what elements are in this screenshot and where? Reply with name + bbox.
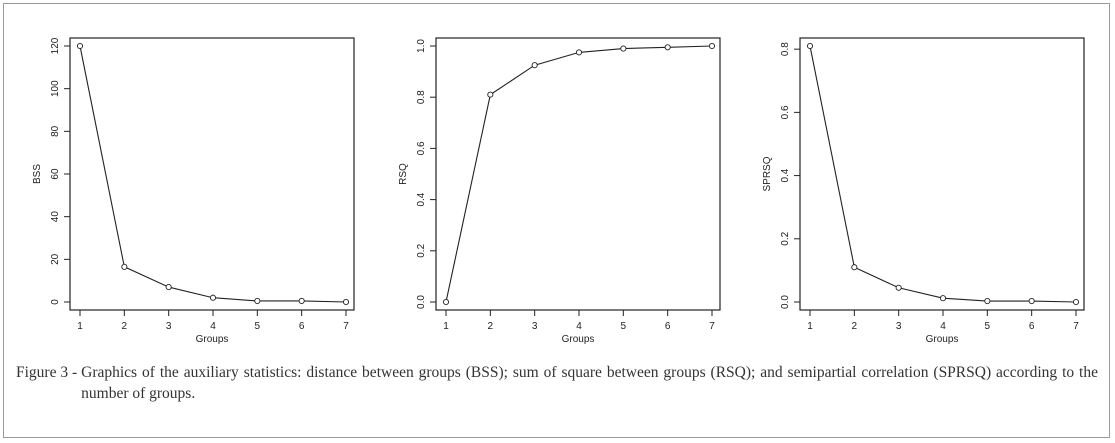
x-tick-label: 1 xyxy=(807,321,813,332)
data-point xyxy=(806,42,814,50)
plot-box xyxy=(69,37,355,311)
data-point xyxy=(1028,298,1035,305)
chart-svg: 1 2 3 4 5 6 7 0.0 0.2 0.4 0.6 0.8 1.0 Groups RSQ xyxy=(398,37,721,345)
caption-label: Figure 3 - xyxy=(16,364,78,381)
data-point xyxy=(620,45,627,52)
data-point xyxy=(664,44,671,51)
x-tick-label: 7 xyxy=(709,321,715,332)
x-tick-label: 2 xyxy=(852,321,858,332)
x-tick-label: 1 xyxy=(77,321,83,332)
data-point xyxy=(121,263,128,270)
data-point xyxy=(487,91,494,98)
x-axis-label: Groups xyxy=(926,334,959,345)
data-point xyxy=(165,284,172,291)
data-point xyxy=(209,294,217,301)
x-tick-label: 2 xyxy=(122,321,128,332)
y-tick-label: 0 xyxy=(50,299,61,305)
chart-svg: 1 2 3 4 5 6 7 0.0 0.2 0.4 0.6 0.8 Groups SPRSQ xyxy=(762,37,1085,345)
x-tick-label: 3 xyxy=(166,321,172,332)
x-tick-label: 5 xyxy=(621,321,627,332)
x-tick-label: 7 xyxy=(343,321,349,332)
y-tick-label: 0.6 xyxy=(780,105,791,119)
x-tick-label: 6 xyxy=(665,321,671,332)
y-tick-label: 0.8 xyxy=(780,42,791,56)
data-point xyxy=(1072,298,1080,306)
figure-frame xyxy=(3,3,1110,438)
x-tick-label: 4 xyxy=(210,321,216,332)
y-tick-label: 0.0 xyxy=(416,295,427,309)
x-tick-label: 1 xyxy=(443,321,449,332)
data-point xyxy=(575,49,583,56)
series-line xyxy=(809,45,1077,303)
y-axis-label: SPRSQ xyxy=(762,156,773,191)
series-line xyxy=(79,45,347,303)
x-tick-label: 3 xyxy=(532,321,538,332)
y-tick-label: 40 xyxy=(50,211,61,223)
x-axis-label: Groups xyxy=(562,334,595,345)
series-line xyxy=(445,45,713,303)
chart-svg: 1 2 3 4 5 6 7 0 20 40 60 80 100 120 Groups BSS xyxy=(32,37,355,345)
x-tick-label: 4 xyxy=(940,321,946,332)
y-tick-label: 0.2 xyxy=(416,243,427,257)
y-tick-label: 120 xyxy=(50,37,61,54)
x-tick-label: 6 xyxy=(299,321,305,332)
y-tick-label: 1.0 xyxy=(416,39,427,53)
figure-caption: Figure 3 - Graphics of the auxiliary sta… xyxy=(16,362,1098,404)
data-point xyxy=(984,298,991,305)
x-tick-label: 7 xyxy=(1073,321,1079,332)
x-tick-label: 2 xyxy=(488,321,494,332)
x-tick-label: 4 xyxy=(576,321,582,332)
y-tick-label: 0.8 xyxy=(416,90,427,104)
chart-sprsq: 1 2 3 4 5 6 7 0.0 0.2 0.4 0.6 0.8 Groups SPRSQ xyxy=(744,30,1088,346)
data-point xyxy=(939,295,947,302)
y-tick-label: 60 xyxy=(50,168,61,180)
x-tick-label: 6 xyxy=(1029,321,1035,332)
data-point xyxy=(76,42,84,50)
x-axis-label: Groups xyxy=(196,334,229,345)
y-tick-label: 100 xyxy=(50,80,61,97)
y-tick-label: 80 xyxy=(50,125,61,137)
y-axis-label: RSQ xyxy=(398,163,409,185)
data-point xyxy=(895,284,902,291)
data-point xyxy=(442,298,450,306)
y-tick-label: 0.2 xyxy=(780,231,791,245)
x-tick-label: 3 xyxy=(896,321,902,332)
data-point xyxy=(298,297,305,304)
y-tick-label: 0.0 xyxy=(780,295,791,309)
data-point xyxy=(851,264,858,271)
caption-text: Graphics of the auxiliary statistics: di… xyxy=(81,364,1098,402)
data-point xyxy=(342,298,350,306)
data-point xyxy=(531,62,538,69)
plot-box xyxy=(435,37,721,311)
data-point xyxy=(254,297,261,304)
y-tick-label: 0.4 xyxy=(780,168,791,182)
chart-rsq: 1 2 3 4 5 6 7 0.0 0.2 0.4 0.6 0.8 1.0 Groups RSQ xyxy=(380,30,724,346)
y-axis-label: BSS xyxy=(32,164,43,184)
y-tick-label: 0.6 xyxy=(416,141,427,155)
chart-bss: 1 2 3 4 5 6 7 0 20 40 60 80 100 120 Groups BSS xyxy=(14,30,358,346)
x-tick-label: 5 xyxy=(985,321,991,332)
plot-box xyxy=(799,37,1085,311)
x-tick-label: 5 xyxy=(255,321,261,332)
data-point xyxy=(708,42,716,50)
y-tick-label: 20 xyxy=(50,253,61,265)
y-tick-label: 0.4 xyxy=(416,192,427,206)
